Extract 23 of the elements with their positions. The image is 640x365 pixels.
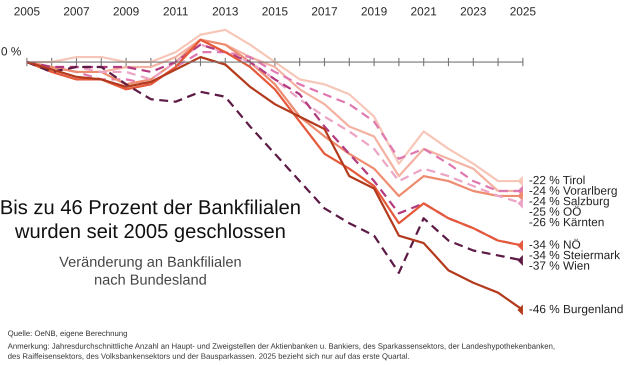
x-tick-label: 2015	[262, 7, 288, 16]
annotation: 0 %	[1, 47, 21, 56]
x-tick-label: 2021	[411, 7, 436, 16]
text: Bis zu 46 Prozent der Bankfilialen wurden seit 2005 geschlossen	[1, 200, 300, 242]
x-tick-label: 2013	[212, 7, 238, 16]
text: Veränderung an Bankfilialen nach Bundesland	[59, 256, 241, 285]
series-label: -24 % Salzburg	[529, 196, 609, 208]
series-label: -37 % Wien	[529, 261, 590, 270]
x-tick-label: 2017	[312, 7, 338, 16]
x-tick-label: 2007	[64, 7, 90, 16]
x-tick-label: 2025	[510, 7, 536, 16]
x-tick-label: 2019	[362, 7, 387, 16]
series-label: -24 % Vorarlberg	[529, 186, 617, 198]
x-tick-label: 2011	[164, 7, 188, 16]
x-tick-label: 2023	[460, 7, 486, 16]
series-label: -46 % Burgenland	[529, 304, 623, 316]
series-label: -25 % OÖ	[529, 206, 581, 216]
series-label: -34 % Steiermark	[529, 250, 620, 260]
series-label: -22 % Tirol	[529, 176, 585, 184]
series-label: -34 % NÖ	[529, 238, 580, 249]
x-tick-label: 2009	[114, 7, 139, 16]
series-label: -26 % Kärnten	[529, 218, 604, 226]
x-tick-label: 2005	[14, 7, 40, 16]
